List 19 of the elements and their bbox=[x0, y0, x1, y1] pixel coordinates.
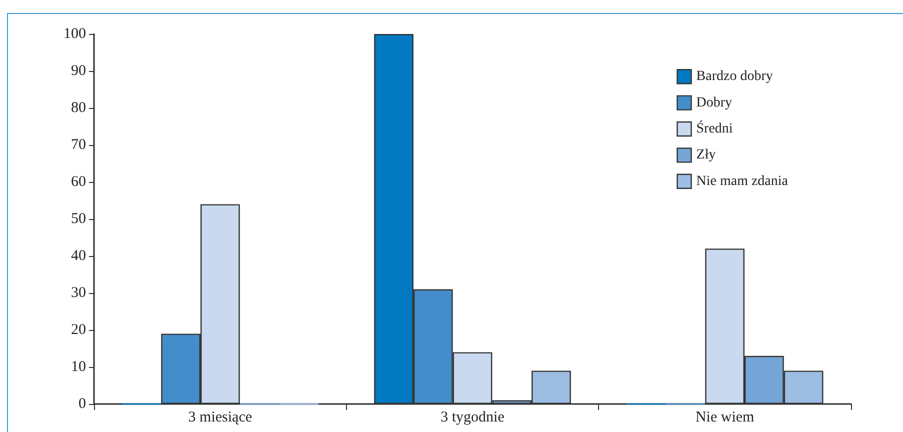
legend-label: Nie mam zdania bbox=[696, 174, 789, 189]
y-tick-label: 60 bbox=[71, 174, 86, 190]
y-tick-label: 30 bbox=[71, 285, 86, 301]
x-tick-label: Nie wiem bbox=[695, 410, 755, 426]
y-tick-label: 10 bbox=[71, 359, 86, 375]
y-tick-label: 70 bbox=[71, 137, 86, 153]
y-tick-label: 0 bbox=[78, 396, 86, 412]
x-tick-label: 3 tygodnie bbox=[440, 410, 505, 426]
x-tick-label: 3 miesiące bbox=[188, 410, 252, 426]
legend-label: Bardzo dobry bbox=[696, 69, 773, 84]
y-tick-label: 100 bbox=[64, 26, 86, 42]
y-tick-label: 90 bbox=[71, 63, 86, 79]
y-tick-label: 20 bbox=[71, 322, 86, 338]
legend-label: Dobry bbox=[696, 95, 732, 110]
y-tick-label: 50 bbox=[71, 211, 86, 227]
legend-label: Zły bbox=[696, 148, 716, 163]
y-tick-label: 40 bbox=[71, 248, 86, 264]
y-tick-label: 80 bbox=[71, 100, 86, 116]
legend-label: Średni bbox=[696, 120, 733, 136]
